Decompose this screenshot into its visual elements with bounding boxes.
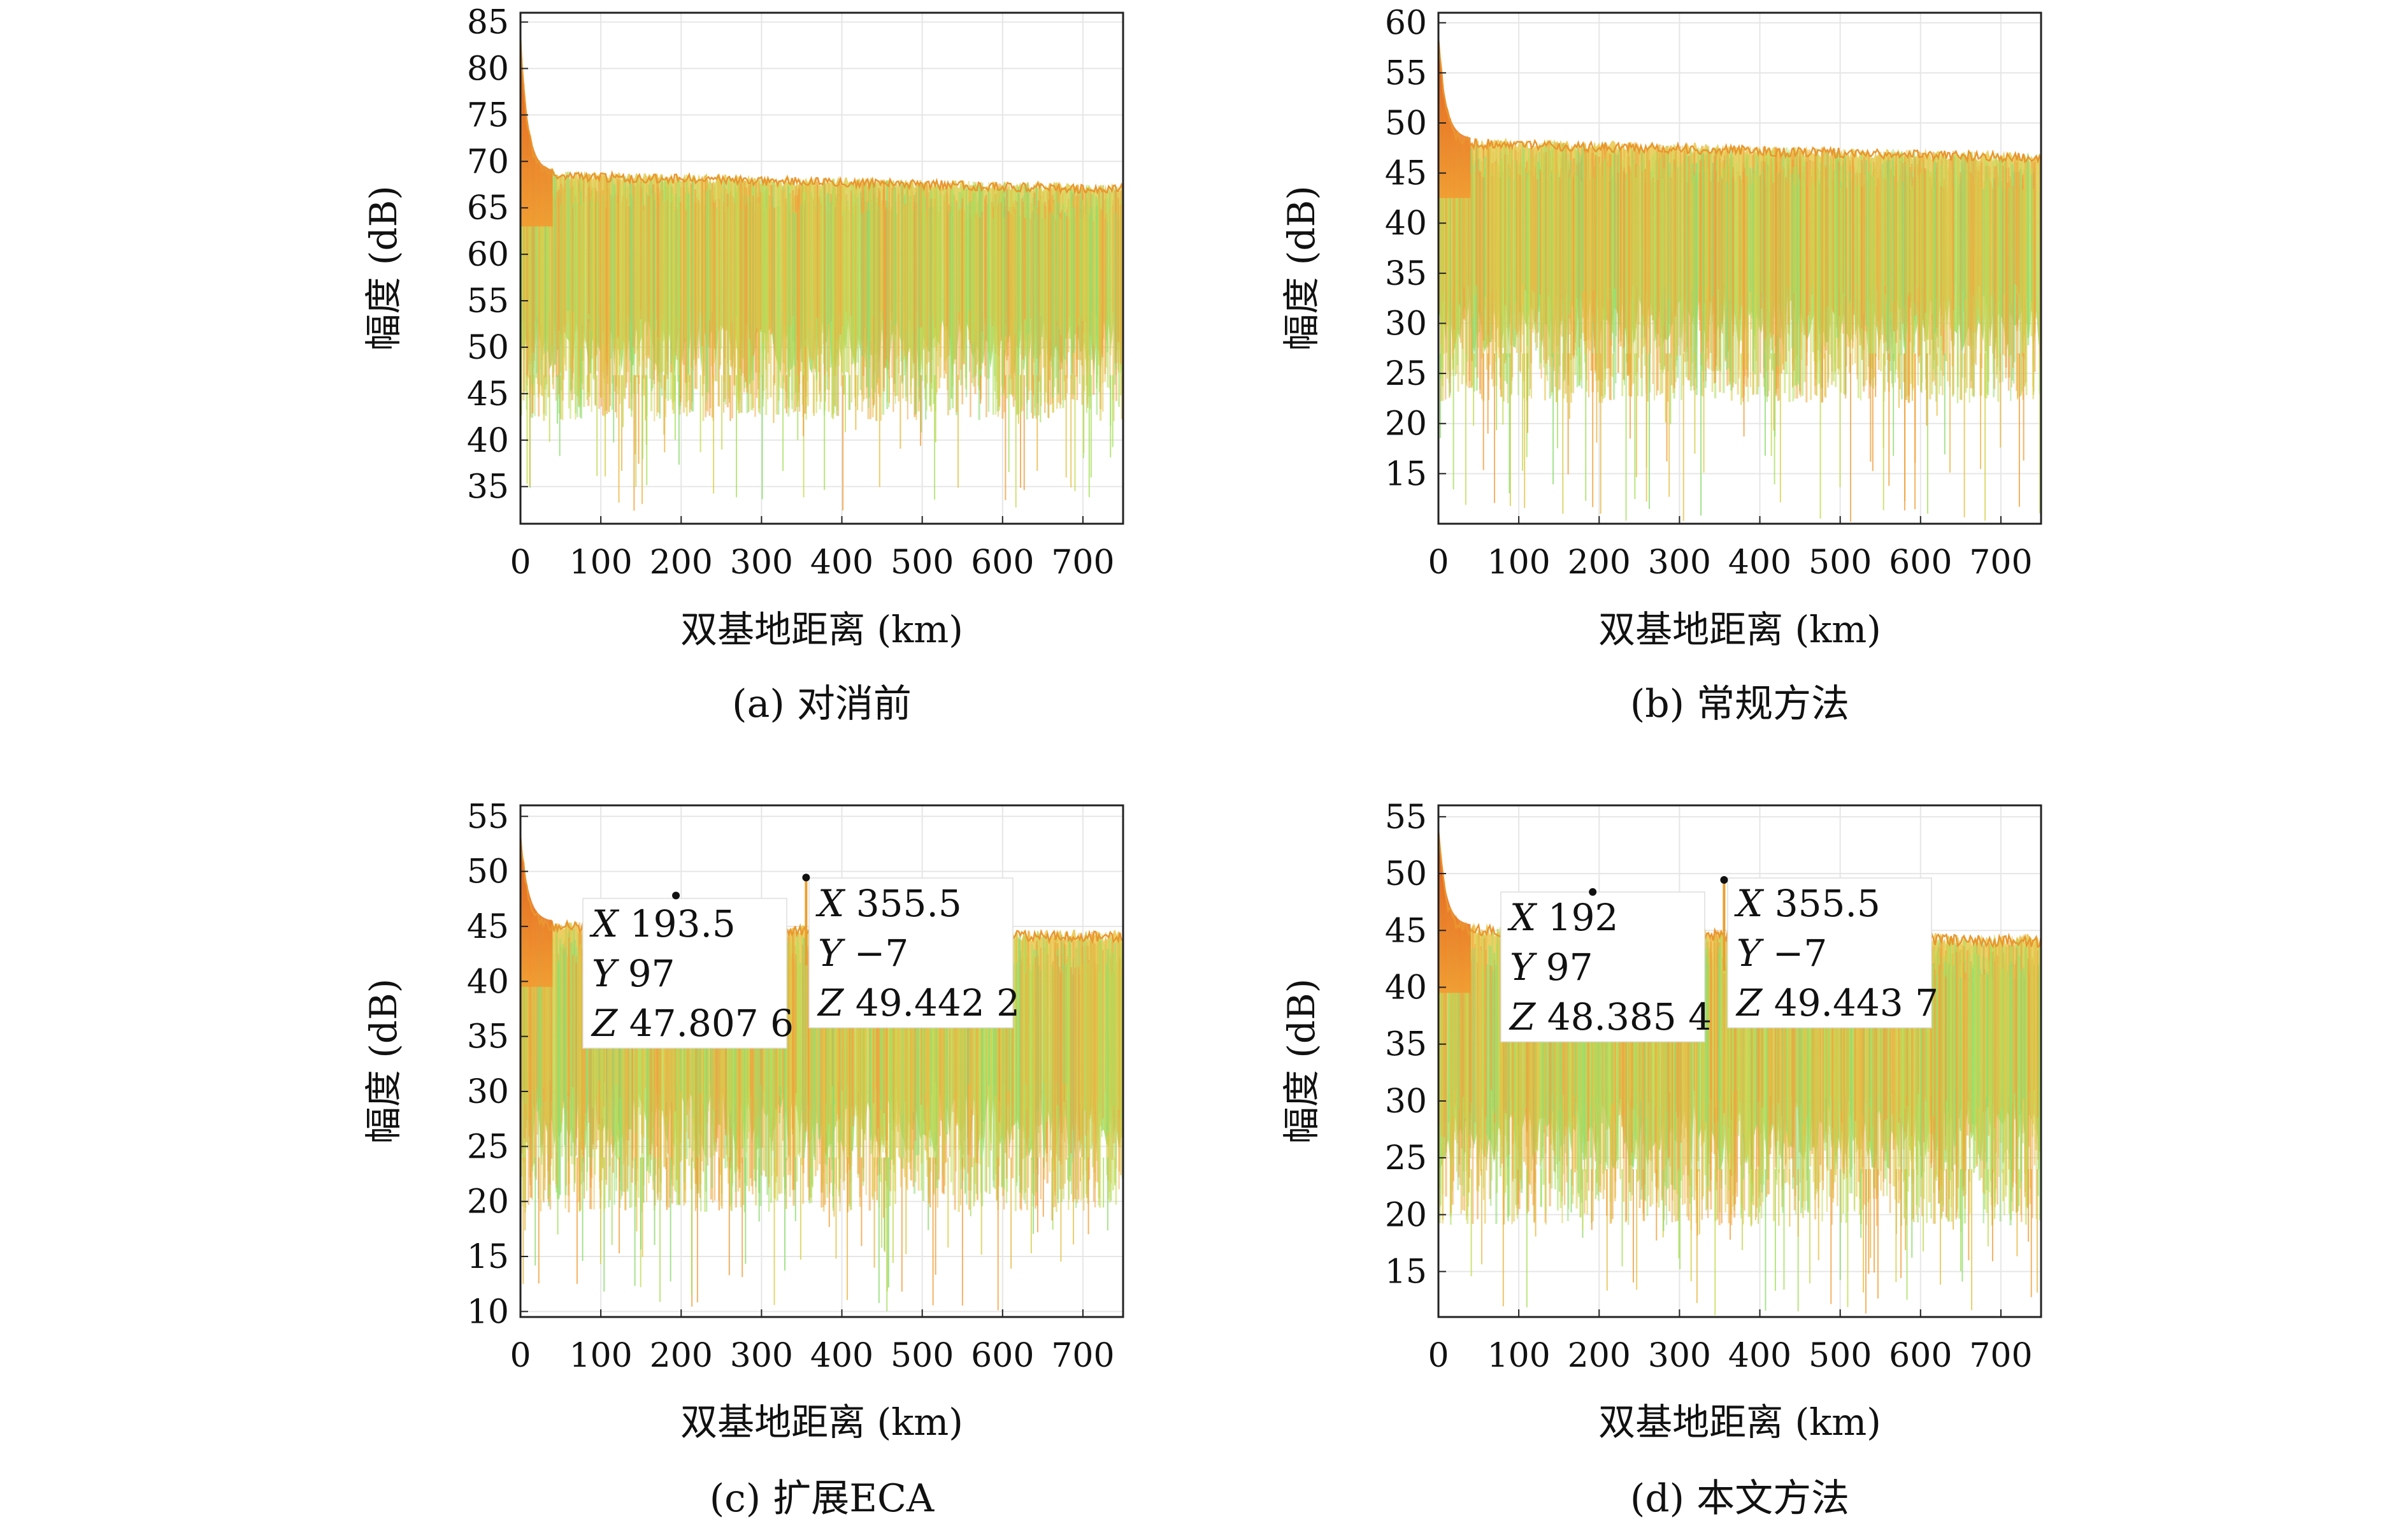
y-tick-label: 75 [467,96,509,134]
near-range-peak [1438,32,1471,198]
top-envelope [520,39,1123,195]
y-tick-label: 70 [467,143,509,181]
data-tip-line: X 355.5 [815,882,962,925]
near-range-peak [520,827,553,987]
data-tip-line: Z 47.807 6 [591,1002,794,1045]
x-tick-label: 0 [510,543,531,582]
x-axis-label: 双基地距离 (km) [1598,608,1881,651]
y-tick-label: 35 [467,1018,509,1056]
x-tick-label: 600 [971,1337,1034,1375]
x-tick-label: 0 [510,1337,531,1375]
y-tick-label: 80 [467,50,509,88]
data-tip-box [582,898,787,1049]
x-tick-label: 100 [1487,543,1551,582]
near-range-peak [520,31,553,227]
y-tick-label: 20 [467,1183,509,1221]
x-tick-label: 100 [570,543,633,582]
y-axis-label: 幅度 (dB) [362,979,405,1144]
x-tick-label: 200 [650,1337,713,1375]
y-tick-label: 15 [467,1238,509,1276]
y-tick-label: 30 [467,1073,509,1111]
y-tick-label: 20 [1385,405,1427,443]
y-tick-label: 45 [1385,155,1427,193]
data-tip-marker [672,891,680,900]
y-tick-label: 25 [1385,355,1427,393]
y-tick-label: 55 [467,798,509,836]
data-tip-line: Z 49.442 2 [817,981,1020,1025]
x-axis-label: 双基地距离 (km) [680,1400,963,1444]
x-tick-label: 0 [1428,543,1449,582]
axes-frame [1437,11,2042,525]
y-tick-label: 15 [1385,455,1427,493]
y-tick-label: 40 [467,963,509,1001]
surface [1438,32,2041,522]
x-tick-label: 600 [971,543,1034,582]
y-tick-label: 35 [467,468,509,507]
axes-frame [519,11,1124,525]
data-tip-box [808,877,1014,1028]
x-tick-label: 100 [570,1337,633,1375]
y-axis-label: 幅度 (dB) [362,185,405,350]
y-tick-label: 55 [1385,54,1427,92]
panel-c: 0 100 200 300 400 500 600 700 10 15 20 25 30 35 40 45 50… [362,798,1124,1521]
y-tick-label: 45 [467,375,509,414]
x-tick-label: 300 [1648,543,1711,582]
data-tip[interactable]: X 193.5 Y 97 Z 47.807 6 [582,891,794,1049]
y-tick-label: 45 [467,908,509,946]
x-tick-label: 400 [810,1337,873,1375]
x-tick-label: 500 [1809,543,1872,582]
x-tick-label: 400 [1728,543,1791,582]
x-tick-label: 700 [1051,1337,1114,1375]
y-tick-label: 60 [1385,4,1427,43]
data-tip-line: X 193.5 [589,902,736,946]
y-tick-label: 60 [467,236,509,274]
x-axis-label: 双基地距离 (km) [680,608,963,651]
y-tick-label: 25 [467,1128,509,1166]
y-tick-label: 50 [1385,104,1427,143]
y-tick-label: 40 [467,422,509,460]
x-tick-label: 700 [1969,543,2032,582]
panel-b: 0 100 200 300 400 500 600 700 15 20 25 30 35 40 45 50 55… [1280,4,2042,726]
data-tip-line: Y −7 [818,932,908,975]
x-tick-label: 300 [730,543,793,582]
y-tick-label: 85 [467,4,509,42]
x-tick-label: 600 [1889,543,1952,582]
x-tick-label: 700 [1051,543,1114,582]
data-tip-line: Y 97 [592,952,675,995]
data-tip-marker [802,874,810,882]
y-axis-label: 幅度 (dB) [1280,185,1323,350]
x-tick-label: 200 [1568,543,1631,582]
subfigure-caption: (a) 对消前 [732,682,912,726]
x-tick-label: 200 [650,543,713,582]
y-tick-label: 50 [467,853,509,891]
data-tip[interactable]: X 355.5 Y −7 Z 49.442 2 [802,874,1020,1028]
x-tick-label: 500 [891,1337,954,1375]
y-tick-label: 55 [467,282,509,320]
x-tick-label: 300 [730,1337,793,1375]
subfigure-caption: (c) 扩展ECA [710,1476,935,1521]
y-tick-label: 40 [1385,205,1427,243]
panel-a: 0 100 200 300 400 500 600 700 35 40 45 50 55 60 65 70 75… [362,4,1124,726]
top-envelope [1438,38,2041,164]
surface [520,827,1123,1312]
y-tick-label: 65 [467,189,509,227]
y-tick-label: 10 [467,1293,509,1331]
y-tick-label: 30 [1385,305,1427,343]
x-tick-label: 500 [891,543,954,582]
axes-frame [519,804,1124,1318]
y-tick-label: 50 [467,329,509,367]
x-tick-label: 400 [810,543,873,582]
panel-d: 0 100 200 300 400 500 600 700152025303540455055… [1280,798,2042,1521]
subfigure-caption: (b) 常规方法 [1630,682,1849,726]
y-tick-label: 35 [1385,255,1427,293]
